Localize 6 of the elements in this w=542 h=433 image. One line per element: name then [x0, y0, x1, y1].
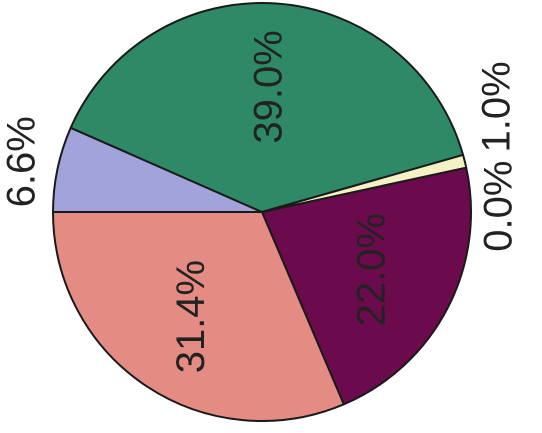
data-label: 31.4%: [168, 260, 213, 374]
data-label: 1.0%: [474, 61, 519, 153]
text: 0.0%: [476, 160, 520, 252]
data-label: 39.0%: [246, 30, 291, 144]
data-label: 6.6%: [0, 116, 44, 208]
data-label: 22.0%: [349, 212, 394, 326]
